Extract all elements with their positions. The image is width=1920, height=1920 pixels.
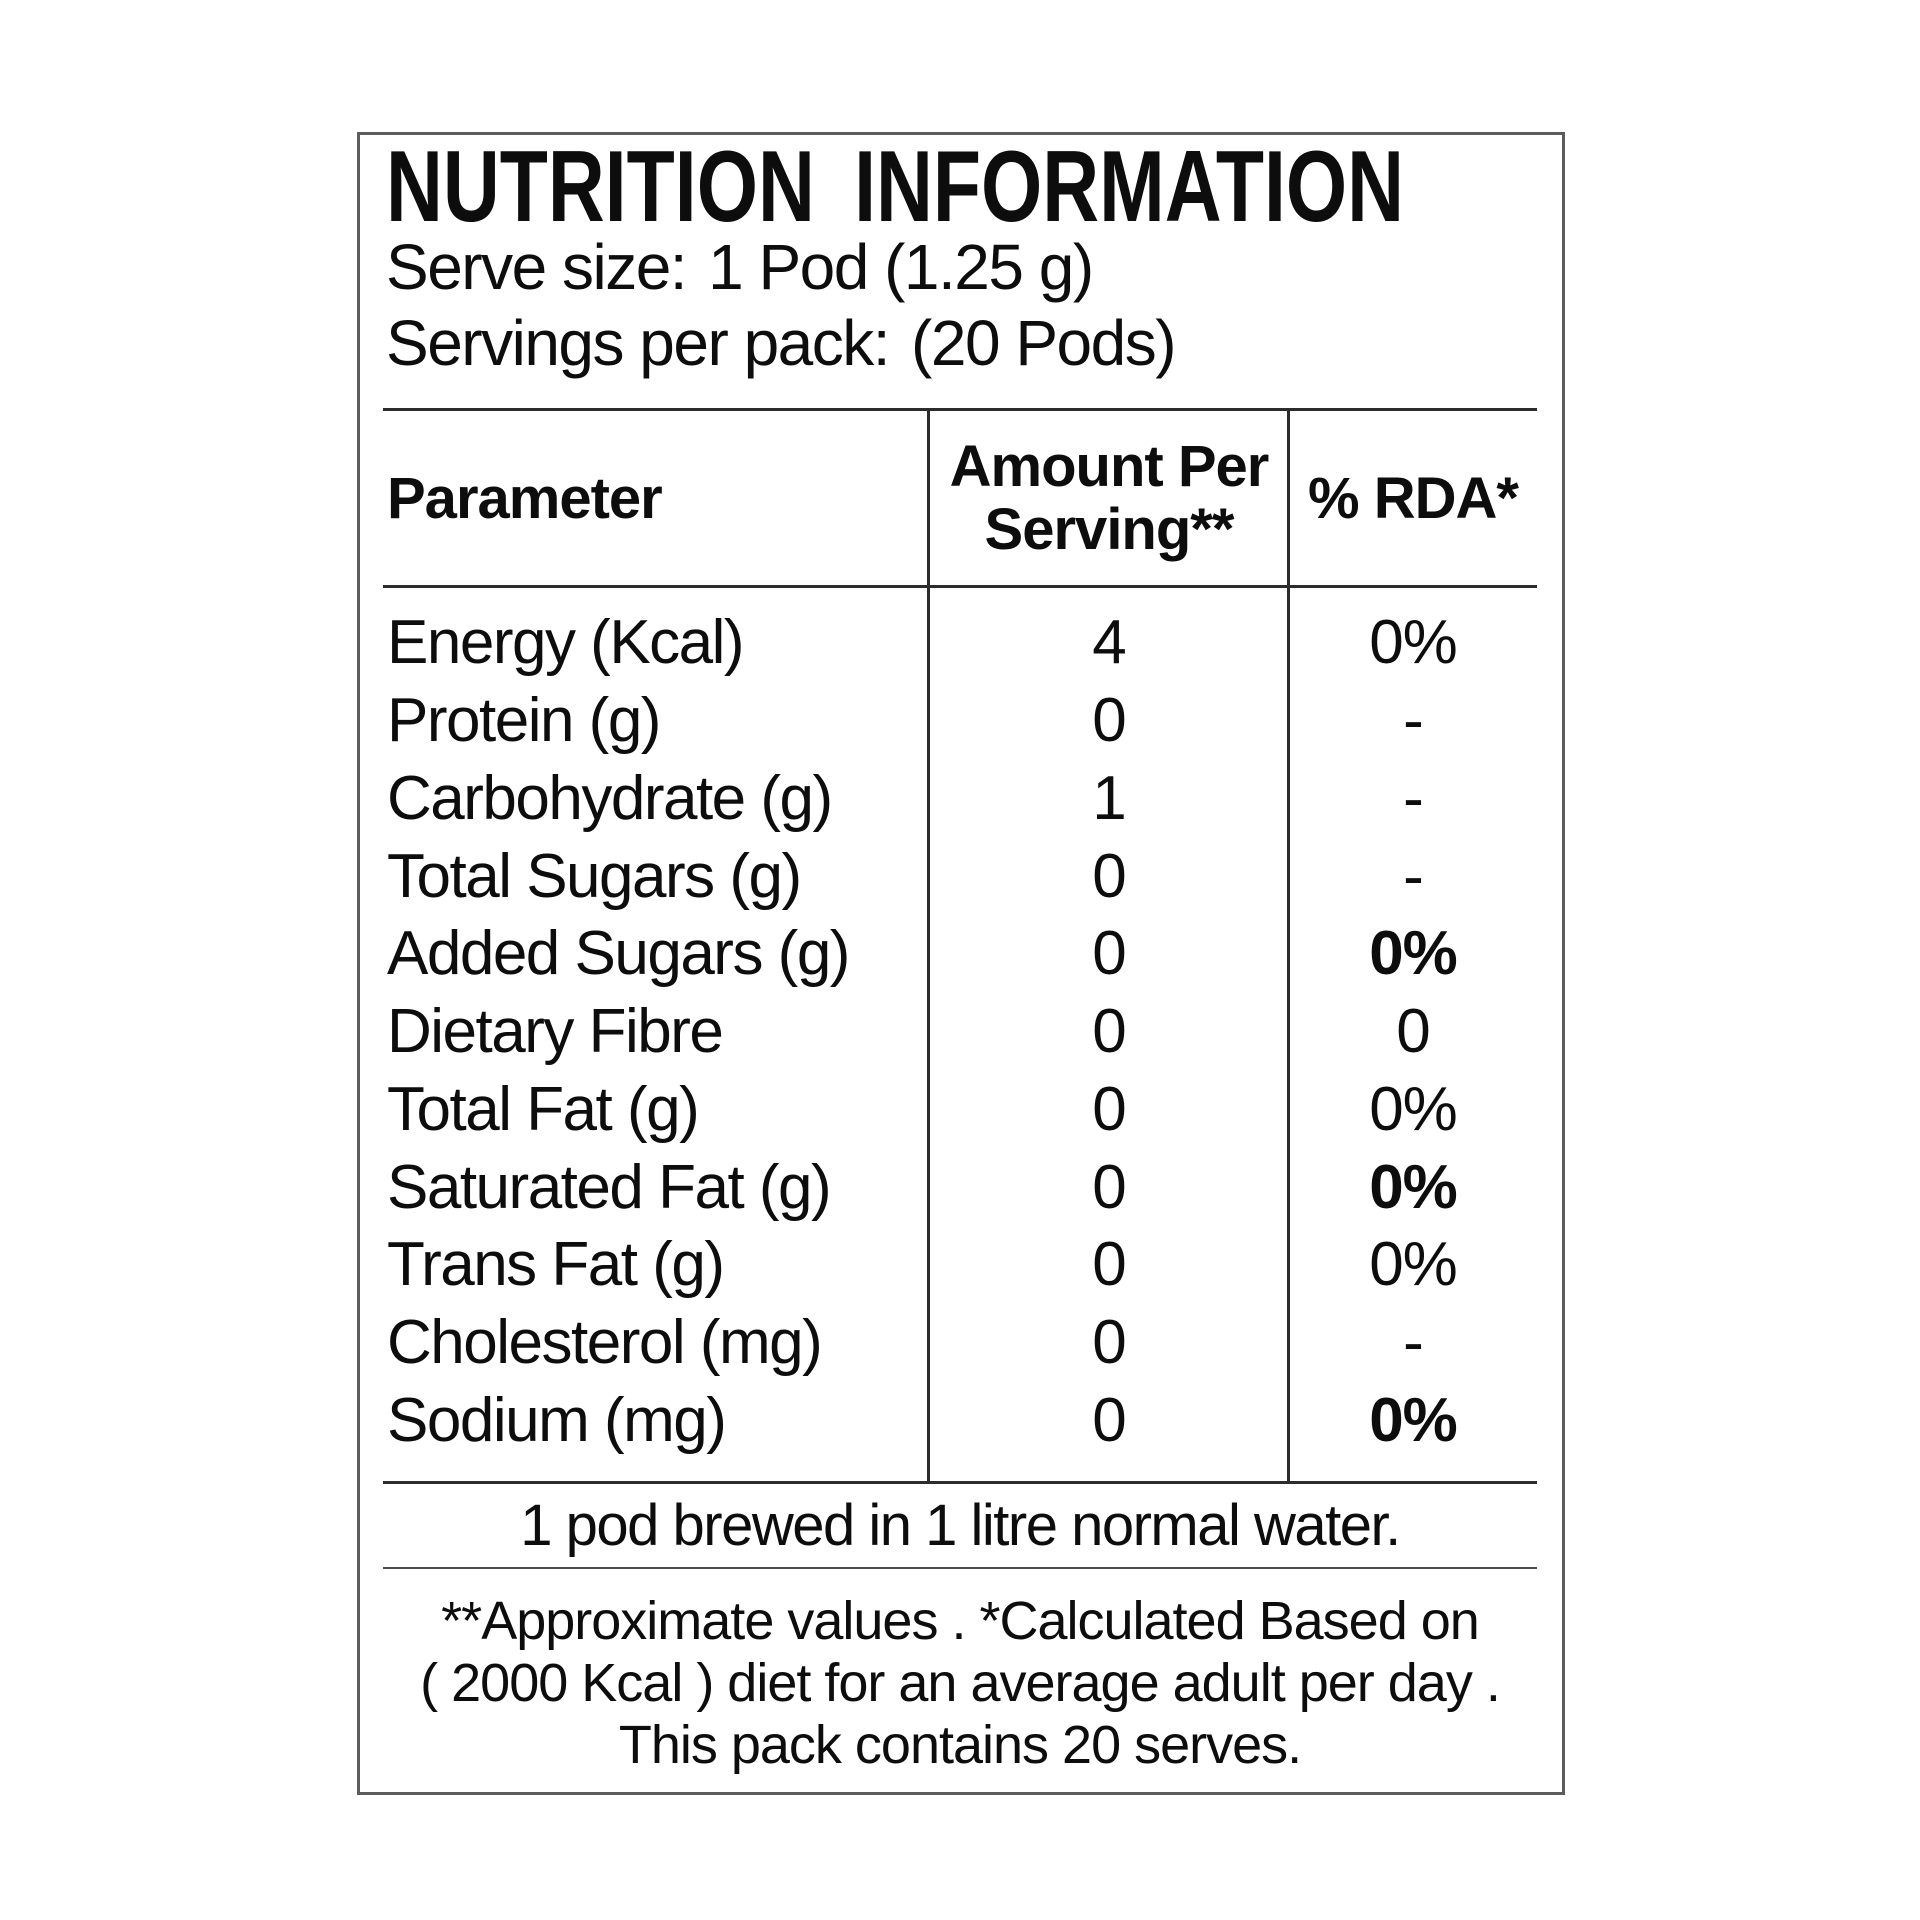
amount-cell: 0 <box>1092 1074 1126 1144</box>
rda-cell: - <box>1403 1307 1424 1377</box>
parameter-cell: Dietary Fibre <box>387 997 724 1067</box>
amount-cell: 0 <box>1092 997 1126 1067</box>
parameter-cell: Saturated Fat (g) <box>387 1152 832 1222</box>
parameter-cell: Trans Fat (g) <box>387 1230 725 1300</box>
amount-cell: 0 <box>1092 919 1126 989</box>
column-divider-1 <box>927 408 930 1484</box>
rda-cell: - <box>1403 841 1424 911</box>
amount-cell: 4 <box>1092 608 1126 678</box>
rda-cell: 0% <box>1369 1385 1458 1455</box>
serving-info: Serve size: 1 Pod (1.25 g) Servings per p… <box>386 229 1176 381</box>
table-row: Saturated Fat (g) 0 0% <box>383 1148 1537 1226</box>
parameter-cell: Cholesterol (mg) <box>387 1307 823 1377</box>
serve-size-label: Serve size: <box>386 231 688 303</box>
column-header-rda: % RDA* <box>1308 465 1519 531</box>
column-header-amount-per-serving: Amount Per Serving** <box>929 411 1289 585</box>
amount-header-line1: Amount Per <box>949 434 1270 499</box>
parameter-cell: Carbohydrate (g) <box>387 763 833 833</box>
parameter-cell: Energy (Kcal) <box>387 608 745 678</box>
rda-cell: 0% <box>1369 1152 1458 1222</box>
page-title: NUTRITION INFORMATION <box>386 131 1405 243</box>
amount-cell: 0 <box>1092 1307 1126 1377</box>
table-row: Sodium (mg) 0 0% <box>383 1381 1537 1459</box>
table-header-row: Parameter Amount Per Serving** % RDA* <box>383 411 1537 585</box>
footnotes: **Approximate values . *Calculated Based… <box>383 1590 1537 1776</box>
rda-cell: 0% <box>1369 1074 1458 1144</box>
parameter-cell: Sodium (mg) <box>387 1385 727 1455</box>
amount-cell: 1 <box>1092 763 1126 833</box>
parameter-cell: Total Fat (g) <box>387 1074 700 1144</box>
column-header-parameter: Parameter <box>387 465 663 531</box>
nutrition-table-body: Energy (Kcal) 4 0% Protein (g) 0 - Carbo… <box>383 604 1537 1459</box>
table-row: Cholesterol (mg) 0 - <box>383 1304 1537 1382</box>
amount-cell: 0 <box>1092 1152 1126 1222</box>
table-row: Total Fat (g) 0 0% <box>383 1070 1537 1148</box>
rda-cell: - <box>1403 686 1424 756</box>
table-row: Trans Fat (g) 0 0% <box>383 1226 1537 1304</box>
footnote-divider-rule <box>383 1567 1537 1569</box>
rda-cell: 0% <box>1369 919 1458 989</box>
serve-size-value: 1 Pod (1.25 g) <box>708 231 1094 303</box>
parameter-cell: Total Sugars (g) <box>387 841 802 911</box>
amount-cell: 0 <box>1092 1385 1126 1455</box>
amount-cell: 0 <box>1092 1230 1126 1300</box>
table-row: Dietary Fibre 0 0 <box>383 993 1537 1071</box>
amount-cell: 0 <box>1092 686 1126 756</box>
footnote-line: This pack contains 20 serves. <box>618 1715 1302 1775</box>
table-row: Energy (Kcal) 4 0% <box>383 604 1537 682</box>
amount-header-line2: Serving** <box>984 497 1235 562</box>
table-top-rule <box>383 408 1537 411</box>
header-bottom-rule <box>383 585 1537 588</box>
brew-instruction-note: 1 pod brewed in 1 litre normal water. <box>520 1493 1401 1558</box>
table-row: Total Sugars (g) 0 - <box>383 837 1537 915</box>
rda-cell: 0% <box>1369 608 1458 678</box>
table-bottom-rule <box>383 1481 1537 1484</box>
amount-cell: 0 <box>1092 841 1126 911</box>
parameter-cell: Added Sugars (g) <box>387 919 850 989</box>
rda-cell: 0 <box>1396 997 1430 1067</box>
footnote-line: ( 2000 Kcal ) diet for an average adult … <box>420 1653 1501 1713</box>
servings-per-pack-line: Servings per pack: (20 Pods) <box>386 305 1176 381</box>
parameter-cell: Protein (g) <box>387 686 661 756</box>
table-row: Carbohydrate (g) 1 - <box>383 759 1537 837</box>
rda-cell: 0% <box>1369 1230 1458 1300</box>
column-divider-2 <box>1287 408 1290 1484</box>
table-row: Protein (g) 0 - <box>383 682 1537 760</box>
servings-per-pack-value: (20 Pods) <box>911 307 1176 379</box>
table-row: Added Sugars (g) 0 0% <box>383 915 1537 993</box>
rda-cell: - <box>1403 763 1424 833</box>
nutrition-facts-panel: NUTRITION INFORMATION Serve size: 1 Pod (… <box>357 132 1565 1795</box>
footnote-line: **Approximate values . *Calculated Based… <box>441 1591 1480 1651</box>
serve-size-line: Serve size: 1 Pod (1.25 g) <box>386 229 1175 305</box>
servings-per-pack-label: Servings per pack: <box>386 307 891 379</box>
